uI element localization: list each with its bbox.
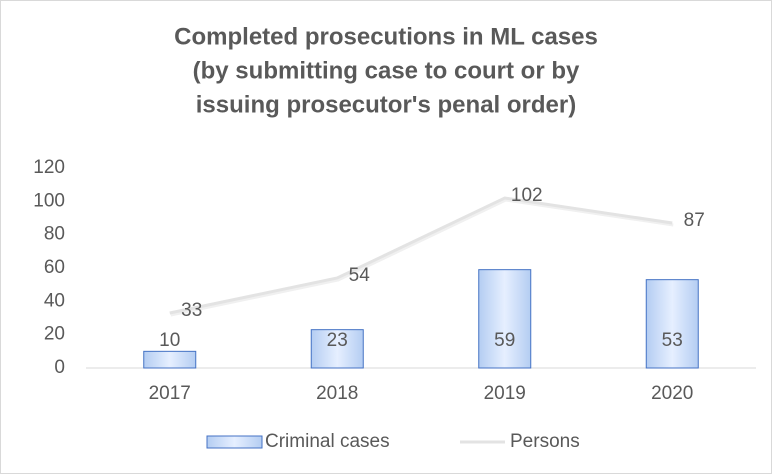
legend-label: Persons (510, 431, 580, 452)
x-tick-label: 2020 (651, 383, 693, 404)
bar (310, 329, 364, 369)
y-tick-label: 20 (44, 324, 65, 345)
data-label: 33 (181, 300, 202, 321)
y-tick-label: 80 (44, 224, 65, 245)
line (169, 196, 673, 315)
bar (478, 269, 532, 369)
chart-title: Completed prosecutions in ML cases (174, 23, 598, 50)
data-label: 53 (662, 330, 683, 351)
y-tick-label: 0 (54, 357, 65, 378)
legend-swatch (206, 435, 263, 449)
line-shadow (170, 198, 674, 317)
chart-title: (by submitting case to court or by (193, 57, 580, 84)
bar (143, 350, 197, 369)
bar (645, 279, 699, 369)
y-tick-label: 40 (44, 290, 65, 311)
x-tick-label: 2019 (484, 383, 526, 404)
x-tick-label: 2017 (149, 383, 191, 404)
data-label: 59 (494, 330, 515, 351)
y-tick-label: 120 (33, 157, 65, 178)
data-label: 87 (684, 210, 705, 231)
data-label: 10 (159, 330, 180, 351)
data-label: 102 (511, 185, 543, 206)
legend-label: Criminal cases (265, 431, 390, 452)
data-label: 23 (327, 330, 348, 351)
chart-title: issuing prosecutor's penal order) (196, 91, 576, 118)
y-tick-label: 100 (33, 190, 65, 211)
data-label: 54 (349, 265, 371, 286)
y-tick-label: 60 (44, 257, 65, 278)
x-tick-label: 2018 (316, 383, 358, 404)
